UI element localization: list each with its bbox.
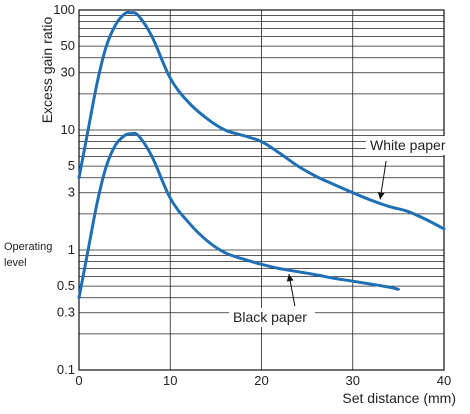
x-tick-label: 10 — [163, 373, 177, 388]
y-tick-label: 100 — [53, 2, 75, 17]
operating-level-label-line1: Operating — [4, 241, 52, 253]
y-tick-label: 0.3 — [57, 305, 75, 320]
x-tick-label: 20 — [254, 373, 268, 388]
y-tick-label: 50 — [61, 38, 75, 53]
annotation-arrowhead — [286, 274, 294, 282]
y-tick-label: 0.5 — [57, 278, 75, 293]
series-line-black-paper — [77, 131, 400, 300]
annotation-bg — [229, 308, 315, 327]
grid-lines — [79, 10, 444, 370]
y-tick-label: 30 — [61, 65, 75, 80]
series-line-white-paper — [77, 10, 446, 231]
y-tick-label: 5 — [68, 158, 75, 173]
series-label-black-paper: Black paper — [233, 309, 307, 325]
annotation-bg — [366, 136, 454, 155]
tick-labels: 0 10 20 30 40 0.1 0.3 0.5 1 3 5 10 30 50 100 — [53, 2, 451, 388]
y-tick-label: 10 — [61, 122, 75, 137]
series-label-white-paper: White paper — [370, 137, 446, 153]
series-annotations: White paper Black paper — [229, 136, 454, 327]
operating-level-label-line2: level — [4, 257, 27, 269]
series-group — [77, 10, 446, 300]
x-tick-label: 30 — [346, 373, 360, 388]
y-tick-label: 1 — [68, 242, 75, 257]
x-axis-title: Set distance (mm) — [342, 390, 456, 406]
x-tick-label: 40 — [437, 373, 451, 388]
annotation-arrowhead — [377, 191, 385, 200]
y-axis-title: Excess gain ratio — [39, 16, 55, 123]
x-tick-label: 0 — [75, 373, 82, 388]
y-tick-label: 0.1 — [57, 362, 75, 377]
y-tick-label: 3 — [68, 185, 75, 200]
plot-frame — [78, 9, 445, 371]
